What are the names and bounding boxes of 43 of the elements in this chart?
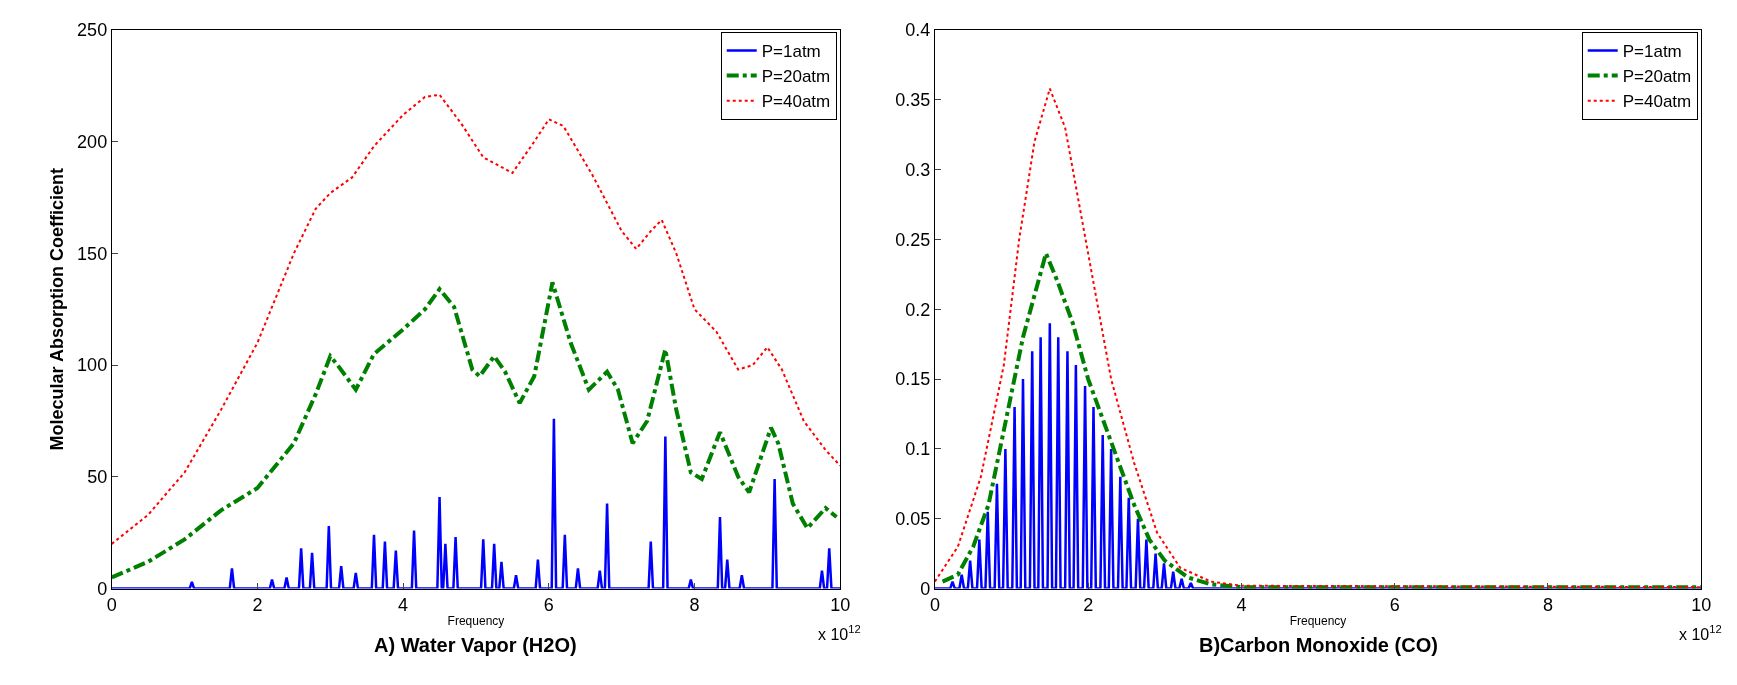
legend-label: P=40atm (761, 92, 831, 112)
legend-label: P=40atm (1622, 92, 1692, 112)
y-tick-label: 0.35 (895, 90, 931, 111)
x-tick-label: 2 (252, 595, 263, 616)
text: x 10$^{12}$ (1679, 623, 1722, 643)
x-tick-label: 2 (1083, 595, 1094, 616)
x-tick-label: 4 (398, 595, 409, 616)
x-tick-label: 6 (1389, 595, 1400, 616)
x-tick-label: 8 (1542, 595, 1553, 616)
line-series (934, 87, 1702, 589)
y-axis-title: Molecular Absorption Coefficient (47, 168, 68, 451)
line-series (111, 93, 841, 545)
y-tick-label: 0.1 (905, 439, 931, 460)
y-tick-label: 100 (77, 355, 108, 376)
line-series (940, 251, 1702, 589)
y-tick-label: 200 (77, 131, 108, 152)
y-tick-label: 150 (77, 243, 108, 264)
y-tick-label: 0.05 (895, 509, 931, 530)
y-tick-label: 50 (87, 467, 108, 488)
x-tick-label: 10 (1691, 595, 1712, 616)
x-tick-label: 4 (1236, 595, 1247, 616)
x-tick-label: 6 (543, 595, 554, 616)
y-tick-label: 0.15 (895, 369, 931, 390)
y-tick-label: 0.3 (905, 159, 931, 180)
y-tick-label: 250 (77, 20, 108, 41)
y-tick-label: 0 (920, 578, 931, 599)
text: x 10$^{12}$ (818, 623, 861, 643)
legend-label: P=1atm (1622, 42, 1682, 62)
y-tick-label: 0 (97, 578, 108, 599)
text: B)Carbon Monoxide (CO) (1199, 634, 1438, 656)
y-tick-label: 0.4 (905, 20, 931, 41)
x-axis-title: Frequency (1289, 614, 1347, 629)
text: A) Water Vapor (H2O) (374, 634, 577, 656)
legend-label: P=20atm (1622, 67, 1692, 87)
line-series (111, 417, 841, 589)
legend-label: P=1atm (761, 42, 821, 62)
x-axis-title: Frequency (447, 614, 505, 629)
x-tick-label: 10 (830, 595, 851, 616)
x-tick-label: 8 (689, 595, 700, 616)
y-tick-label: 0.2 (905, 299, 931, 320)
line-series (111, 280, 839, 580)
legend-label: P=20atm (761, 67, 831, 87)
y-tick-label: 0.25 (895, 229, 931, 250)
